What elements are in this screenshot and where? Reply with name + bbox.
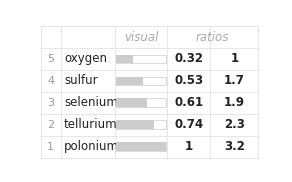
Text: 1: 1 (185, 140, 193, 153)
Text: 1: 1 (47, 142, 54, 152)
Text: oxygen: oxygen (64, 52, 107, 66)
Text: 1.7: 1.7 (224, 74, 245, 87)
Bar (116, 77, 166, 85)
Bar (116, 120, 166, 129)
Text: visual: visual (124, 31, 158, 43)
Text: ratios: ratios (196, 31, 229, 43)
Text: 3.2: 3.2 (224, 140, 245, 153)
Text: sulfur: sulfur (64, 74, 98, 87)
Text: 1.9: 1.9 (224, 96, 245, 109)
Bar (116, 77, 142, 85)
Text: 0.74: 0.74 (174, 118, 203, 131)
Bar (116, 55, 166, 63)
Text: 0.32: 0.32 (174, 52, 203, 66)
Bar (116, 120, 153, 129)
Text: 2.3: 2.3 (224, 118, 245, 131)
Text: tellurium: tellurium (64, 118, 118, 131)
Text: 5: 5 (47, 54, 54, 64)
Bar (116, 142, 166, 151)
Bar (116, 142, 166, 151)
Text: 4: 4 (47, 76, 54, 86)
Text: 0.53: 0.53 (174, 74, 203, 87)
Text: 1: 1 (230, 52, 239, 66)
Text: selenium: selenium (64, 96, 118, 109)
Text: 2: 2 (47, 120, 54, 130)
Text: polonium: polonium (64, 140, 119, 153)
Text: 0.61: 0.61 (174, 96, 203, 109)
Text: 3: 3 (47, 98, 54, 108)
Bar (116, 98, 147, 107)
Bar (116, 55, 132, 63)
Bar (116, 98, 166, 107)
